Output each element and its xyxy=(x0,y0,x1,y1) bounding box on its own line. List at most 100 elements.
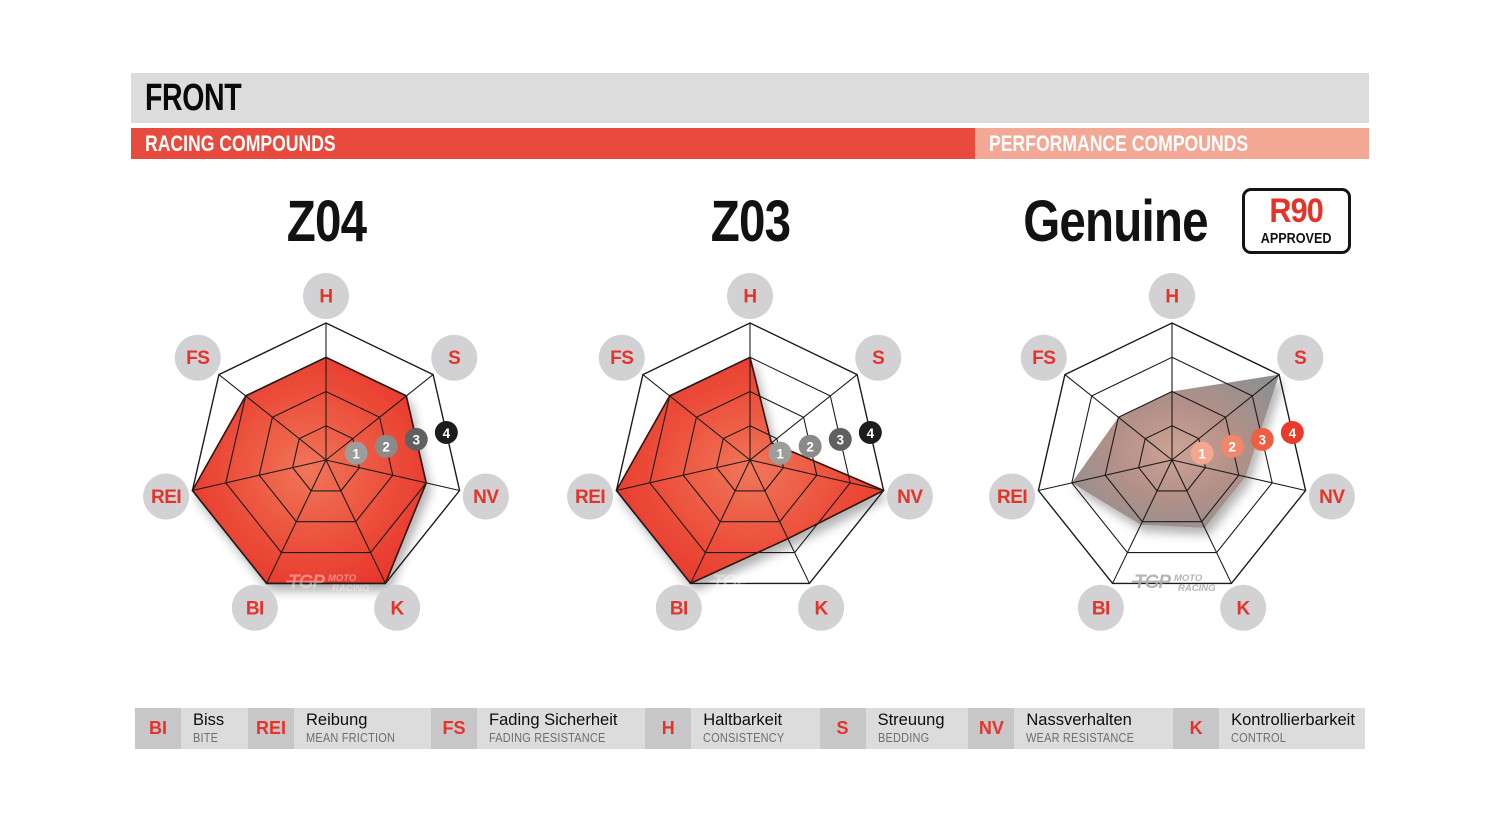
scale-badge-2 xyxy=(1220,434,1244,458)
radar-grid xyxy=(191,322,461,585)
racing-compounds-label: RACING COMPOUNDS xyxy=(145,130,336,156)
svg-text:1: 1 xyxy=(352,446,360,461)
axis-letter-K: K xyxy=(1237,598,1251,619)
radar-grid xyxy=(615,322,885,585)
axis-circle-K xyxy=(374,584,421,631)
compound-name: Z03 xyxy=(710,188,790,254)
axis-circle-K xyxy=(798,584,845,631)
svg-text:MOTO: MOTO xyxy=(752,573,781,584)
svg-text:TGP: TGP xyxy=(288,572,325,593)
scale-badge-1 xyxy=(1190,441,1214,465)
legend-name-german: Nassverhalten xyxy=(1026,711,1132,729)
axis-circle-H xyxy=(1149,273,1195,319)
legend-name-german: Kontrollierbarkeit xyxy=(1231,711,1355,729)
svg-text:4: 4 xyxy=(1289,426,1297,441)
axis-labels: H S NV K BI REI FS xyxy=(989,273,1355,631)
axis-labels: H S NV K BI REI FS xyxy=(143,273,509,631)
legend-name-english: CONSISTENCY xyxy=(703,730,785,745)
legend-name-english: FADING RESISTANCE xyxy=(489,730,606,745)
axis-letter-FS: FS xyxy=(1032,348,1055,369)
legend-names: Fading Sicherheit FADING RESISTANCE xyxy=(477,708,631,749)
legend-name-german: Fading Sicherheit xyxy=(489,711,618,729)
performance-compounds-label: PERFORMANCE COMPOUNDS xyxy=(989,130,1249,156)
scale-badge-3 xyxy=(404,427,428,451)
svg-text:RACING: RACING xyxy=(332,583,370,594)
svg-text:RACING: RACING xyxy=(756,583,794,594)
svg-text:4: 4 xyxy=(443,426,451,441)
scale-badge-1 xyxy=(768,441,792,465)
legend-abbr-H: H xyxy=(645,708,692,749)
legend-names: Kontrollierbarkeit CONTROL xyxy=(1219,708,1365,749)
legend-name-english: WEAR RESISTANCE xyxy=(1026,730,1135,745)
scale-tick-badges: 1 2 3 4 xyxy=(344,421,458,465)
legend-item-NV: NV Nassverhalten WEAR RESISTANCE xyxy=(968,708,1159,749)
axis-circle-NV xyxy=(1308,473,1355,520)
legend-name-english: MEAN FRICTION xyxy=(306,730,396,745)
svg-text:2: 2 xyxy=(382,440,390,455)
scale-badge-4 xyxy=(1280,421,1304,445)
axis-letter-FS: FS xyxy=(610,348,633,369)
performance-compounds-band: PERFORMANCE COMPOUNDS xyxy=(975,128,1369,159)
axis-labels: H S NV K BI REI FS xyxy=(567,273,933,631)
scale-badge-1 xyxy=(344,441,368,465)
axis-letter-NV: NV xyxy=(897,487,923,508)
axis-circle-REI xyxy=(567,473,614,520)
axis-letter-BI: BI xyxy=(670,598,688,619)
chart-title-z03: Z03 xyxy=(555,188,945,254)
axis-letter-H: H xyxy=(319,287,332,308)
compound-group-bar: RACING COMPOUNDS PERFORMANCE COMPOUNDS xyxy=(131,128,1369,159)
legend-names: Reibung MEAN FRICTION xyxy=(294,708,417,749)
legend-names: Haltbarkeit CONSISTENCY xyxy=(691,708,806,749)
legend-abbr-BI: BI xyxy=(135,708,181,749)
svg-text:1: 1 xyxy=(1198,446,1206,461)
svg-text:MOTO: MOTO xyxy=(1174,573,1203,584)
scale-badge-4 xyxy=(858,421,882,445)
axis-circle-BI xyxy=(231,584,278,631)
legend-item-FS: FS Fading Sicherheit FADING RESISTANCE xyxy=(431,708,631,749)
chart-title-genuine: Genuine R90 APPROVED xyxy=(967,188,1387,254)
axis-circle-S xyxy=(855,334,902,381)
axis-letter-H: H xyxy=(1165,287,1178,308)
scale-badge-2 xyxy=(798,434,822,458)
legend-name-german: Streuung xyxy=(877,711,945,729)
legend-names: Biss BITE xyxy=(181,708,234,749)
compound-performance-polygon xyxy=(1071,374,1280,528)
scale-badge-2 xyxy=(374,434,398,458)
legend-item-S: S Streuung BEDDING xyxy=(819,708,955,749)
legend-item-REI: REI Reibung MEAN FRICTION xyxy=(248,708,417,749)
axis-circle-K xyxy=(1220,584,1267,631)
svg-text:TGP: TGP xyxy=(712,572,749,593)
scale-badge-3 xyxy=(1250,427,1274,451)
axis-letter-REI: REI xyxy=(151,487,181,508)
axis-letter-S: S xyxy=(448,348,460,369)
brake-compound-infographic: FRONT RACING COMPOUNDS PERFORMANCE COMPO… xyxy=(131,73,1369,820)
svg-text:3: 3 xyxy=(836,433,844,448)
axis-circle-NV xyxy=(462,473,509,520)
axis-letter-REI: REI xyxy=(575,487,605,508)
svg-text:MOTO: MOTO xyxy=(328,573,357,584)
legend-item-H: H Haltbarkeit CONSISTENCY xyxy=(645,708,806,749)
legend-item-K: K Kontrollierbarkeit CONTROL xyxy=(1173,708,1365,749)
axis-letter-BI: BI xyxy=(246,598,264,619)
legend-name-english: BEDDING xyxy=(877,730,929,745)
legend-names: Nassverhalten WEAR RESISTANCE xyxy=(1014,708,1159,749)
svg-text:TGP: TGP xyxy=(1134,572,1171,593)
legend-names: Streuung BEDDING xyxy=(866,708,955,749)
chart-title-z04: Z04 xyxy=(131,189,521,254)
svg-text:2: 2 xyxy=(806,440,814,455)
axis-circle-REI xyxy=(143,473,190,520)
axis-letter-REI: REI xyxy=(997,487,1027,508)
axis-circle-FS xyxy=(598,334,645,381)
criteria-legend-bar: BI Biss BITE REI Reibung MEAN FRICTION FS Fadin… xyxy=(135,708,1365,749)
legend-abbr-REI: REI xyxy=(248,708,294,749)
svg-text:2: 2 xyxy=(1228,440,1236,455)
axis-letter-S: S xyxy=(872,348,884,369)
legend-abbr-S: S xyxy=(819,708,866,749)
axis-letter-BI: BI xyxy=(1092,598,1110,619)
scale-badge-4 xyxy=(434,421,458,445)
